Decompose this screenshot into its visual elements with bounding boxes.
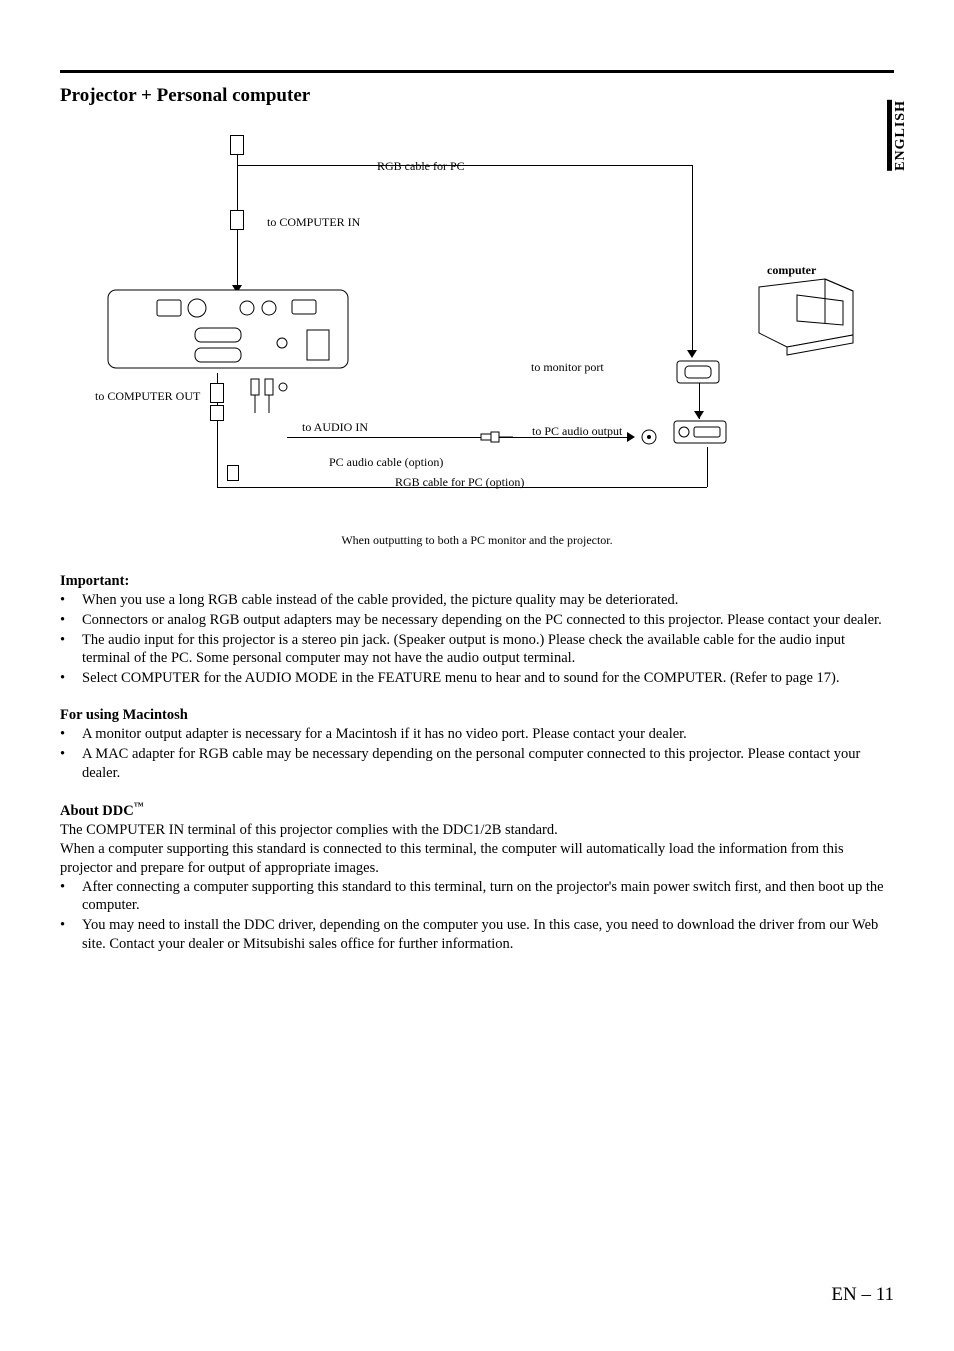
ddc-list: After connecting a computer supporting t…	[60, 878, 894, 954]
speaker-icon	[672, 419, 732, 449]
cable-h-top	[237, 165, 692, 166]
ddc-item: After connecting a computer supporting t…	[60, 878, 894, 916]
rgb-connector-in	[230, 210, 244, 230]
page-number: EN – 11	[831, 1284, 894, 1306]
label-to-pc-audio: to PC audio output	[532, 425, 622, 438]
important-item: Select COMPUTER for the AUDIO MODE in th…	[60, 669, 894, 688]
cable-v-pc	[692, 165, 693, 350]
ddc-para: The COMPUTER IN terminal of this project…	[60, 821, 894, 840]
label-to-monitor-port: to monitor port	[531, 360, 604, 375]
macintosh-item: A monitor output adapter is necessary fo…	[60, 725, 894, 744]
label-to-audio-in: to AUDIO IN	[302, 420, 368, 435]
label-computer: computer	[767, 263, 816, 278]
section-rule	[60, 70, 894, 73]
macintosh-item: A MAC adapter for RGB cable may be neces…	[60, 745, 894, 783]
important-item: The audio input for this projector is a …	[60, 631, 894, 669]
macintosh-list: A monitor output adapter is necessary fo…	[60, 725, 894, 783]
important-item: When you use a long RGB cable instead of…	[60, 591, 894, 610]
arrow-audio	[627, 432, 635, 442]
arrow-to-monitor	[687, 350, 697, 358]
connector-out2	[210, 405, 224, 421]
macintosh-heading: For using Macintosh	[60, 706, 894, 725]
rgb-opt-v	[707, 447, 708, 487]
section-title: Projector + Personal computer	[60, 85, 894, 107]
projector-icon	[107, 280, 352, 375]
label-to-computer-in: to COMPUTER IN	[267, 215, 360, 230]
ddc-heading-text: About DDC	[60, 803, 134, 819]
connector-out	[210, 383, 224, 403]
ddc-tm: ™	[134, 801, 144, 812]
cable-v1	[237, 155, 238, 210]
ddc-item: You may need to install the DDC driver, …	[60, 916, 894, 954]
audio-plug-icon	[477, 429, 517, 445]
important-item: Connectors or analog RGB output adapters…	[60, 611, 894, 630]
connection-diagram: RGB cable for PC to COMPUTER IN computer…	[77, 125, 877, 525]
label-pc-audio-cable: PC audio cable (option)	[329, 455, 443, 470]
ddc-para: When a computer supporting this standard…	[60, 840, 894, 878]
ddc-heading: About DDC™	[60, 800, 894, 821]
label-to-pc-audio-text: to PC audio output	[532, 424, 622, 438]
pc-connector-icon	[637, 359, 732, 409]
important-list: When you use a long RGB cable instead of…	[60, 591, 894, 688]
language-tab: ENGLISH	[893, 100, 909, 171]
label-to-computer-out: to COMPUTER OUT	[95, 390, 200, 403]
label-rgb-cable: RGB cable for PC	[377, 159, 465, 174]
rgb-connector-top	[230, 135, 244, 155]
body-text: Important: When you use a long RGB cable…	[60, 572, 894, 954]
rgb-opt-conn	[227, 465, 239, 481]
audio-connectors-icon	[247, 373, 297, 428]
audio-jack-icon	[639, 427, 659, 447]
important-heading: Important:	[60, 572, 894, 591]
label-rgb-option: RGB cable for PC (option)	[395, 475, 524, 490]
computer-monitor-icon	[757, 277, 857, 359]
label-to-computer-out-text: to COMPUTER OUT	[95, 389, 200, 403]
arrow-spk	[694, 411, 704, 419]
diagram-caption: When outputting to both a PC monitor and…	[60, 533, 894, 548]
